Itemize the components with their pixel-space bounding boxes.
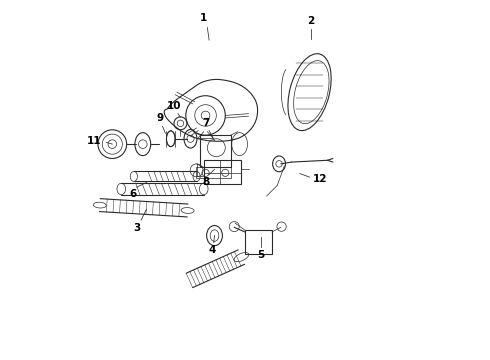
Text: 9: 9 <box>156 113 163 123</box>
Text: 12: 12 <box>313 174 328 184</box>
Bar <box>204 160 242 184</box>
Text: 11: 11 <box>86 136 101 146</box>
Text: 8: 8 <box>202 177 209 187</box>
Bar <box>200 135 231 167</box>
Bar <box>245 230 272 253</box>
Text: 10: 10 <box>167 101 182 111</box>
Text: 2: 2 <box>307 16 314 26</box>
Text: 5: 5 <box>257 250 264 260</box>
Text: 3: 3 <box>134 223 141 233</box>
Text: 1: 1 <box>200 13 207 23</box>
Text: 4: 4 <box>208 245 216 255</box>
Bar <box>196 167 231 178</box>
Text: 7: 7 <box>202 118 209 128</box>
Text: 6: 6 <box>129 189 136 199</box>
